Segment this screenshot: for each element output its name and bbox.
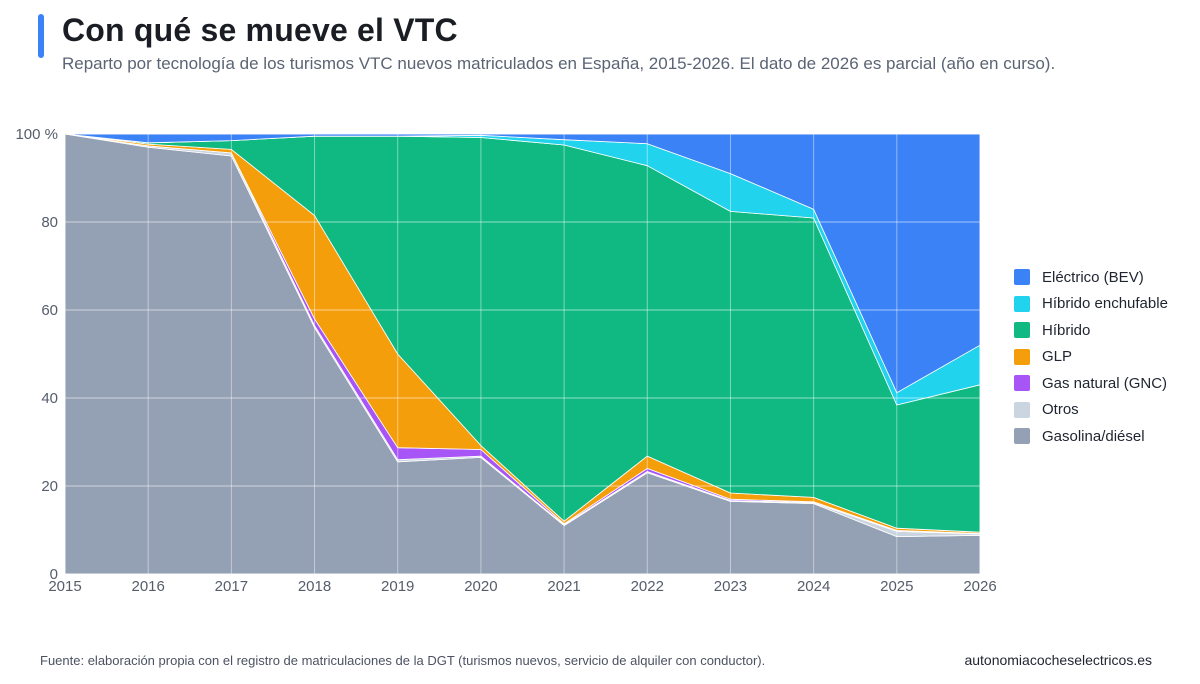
source-note: Fuente: elaboración propia con el regist… — [40, 653, 766, 668]
legend-label: Eléctrico (BEV) — [1042, 268, 1144, 286]
legend-item: Gasolina/diésel — [1014, 423, 1168, 450]
legend-item: Eléctrico (BEV) — [1014, 264, 1168, 291]
x-tick-label: 2019 — [381, 578, 414, 595]
chart-title: Con qué se mueve el VTC — [62, 12, 458, 48]
legend-item: Híbrido — [1014, 317, 1168, 344]
legend-swatch — [1014, 348, 1030, 365]
x-tick-label: 2026 — [963, 578, 996, 595]
legend-label: GLP — [1042, 348, 1073, 366]
legend-label: Híbrido enchufable — [1042, 295, 1168, 313]
x-tick-label: 2024 — [797, 578, 830, 595]
y-tick-label: 20 — [41, 478, 58, 495]
legend-label: Gas natural (GNC) — [1042, 374, 1168, 392]
y-axis-ticks: 0 20 40 60 80 100 % — [15, 126, 58, 583]
x-tick-label: 2016 — [131, 578, 164, 595]
legend-swatch — [1014, 401, 1030, 418]
legend: Eléctrico (BEV) Híbrido enchufable Híbrido… — [1014, 264, 1168, 450]
legend-label: Gasolina/diésel — [1042, 427, 1145, 445]
y-tick-label: 100 % — [15, 126, 58, 143]
legend-item: Híbrido enchufable — [1014, 291, 1168, 318]
x-tick-label: 2022 — [631, 578, 664, 595]
legend-item: Otros — [1014, 397, 1168, 424]
y-tick-label: 80 — [41, 214, 58, 231]
x-axis-ticks: 2015 2016 2017 2018 2019 2020 2021 2022 2023 2024… — [48, 578, 996, 595]
gridlines — [64, 133, 981, 575]
x-tick-label: 2017 — [215, 578, 248, 595]
legend-label: Híbrido — [1042, 321, 1091, 339]
x-tick-label: 2023 — [714, 578, 747, 595]
area-layers — [64, 133, 981, 575]
legend-swatch — [1014, 322, 1030, 339]
legend-swatch — [1014, 428, 1030, 445]
x-tick-label: 2021 — [547, 578, 580, 595]
legend-item: GLP — [1014, 344, 1168, 371]
x-tick-label: 2015 — [48, 578, 81, 595]
x-tick-label: 2025 — [880, 578, 913, 595]
title-accent-bar — [38, 14, 44, 58]
legend-swatch — [1014, 375, 1030, 392]
y-tick-label: 40 — [41, 390, 58, 407]
y-tick-label: 0 — [50, 566, 58, 583]
y-tick-label: 60 — [41, 302, 58, 319]
chart-subtitle: Reparto por tecnología de los turismos V… — [62, 54, 1056, 73]
x-tick-label: 2018 — [298, 578, 331, 595]
legend-swatch — [1014, 295, 1030, 312]
legend-label: Otros — [1042, 401, 1079, 419]
legend-item: Gas natural (GNC) — [1014, 370, 1168, 397]
legend-swatch — [1014, 269, 1030, 286]
site-name: autonomiacocheselectricos.es — [964, 652, 1152, 668]
x-tick-label: 2020 — [464, 578, 497, 595]
